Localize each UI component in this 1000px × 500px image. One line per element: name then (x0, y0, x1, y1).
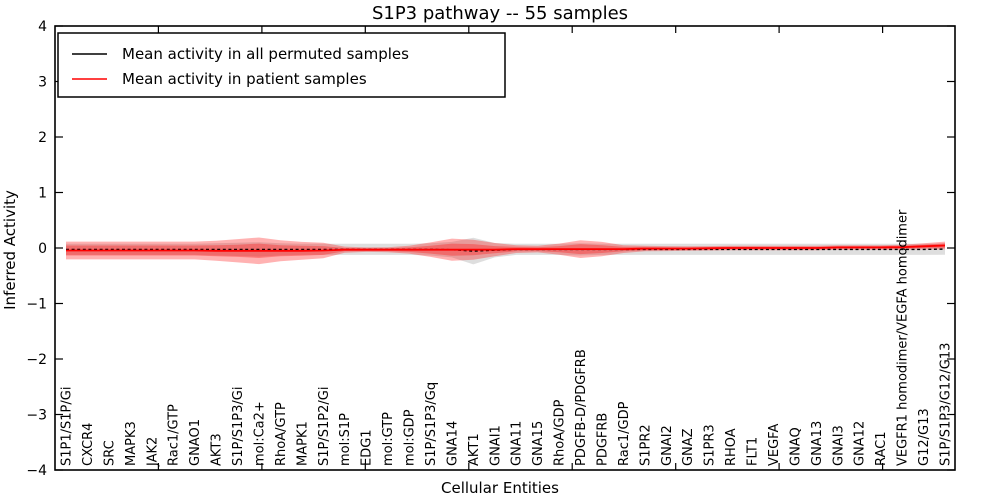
legend-box (57, 32, 506, 98)
x-tick-label: GNAI2 (660, 425, 675, 466)
x-tick-label: mol:GDP (403, 409, 418, 466)
x-tick-label: GNAQ (788, 427, 803, 466)
legend: Mean activity in all permuted samples Me… (57, 32, 506, 98)
x-tick-label: AKT3 (210, 433, 225, 466)
y-tick-label: 2 (38, 130, 47, 146)
x-tick-label: S1PR2 (638, 424, 653, 466)
x-tick-label: mol:Ca2+ (253, 401, 268, 466)
x-tick-label: mol:GTP (381, 412, 396, 466)
x-tick-label: PDGFRB (596, 413, 611, 466)
x-tick-label: S1P1/S1P/Gi (60, 387, 75, 466)
x-tick-label: GNAI3 (831, 425, 846, 466)
x-tick-label: AKT1 (467, 433, 482, 466)
y-tick-label: −2 (26, 352, 47, 368)
permuted-std-band (66, 237, 945, 265)
y-tick-label: 4 (38, 19, 47, 35)
x-tick-label: S1P/S1P3/Gi (231, 387, 246, 466)
x-tick-label: S1PR3 (703, 424, 718, 466)
x-tick-label: VEGFA (767, 424, 782, 466)
x-tick-label: GNAO1 (188, 419, 203, 466)
x-tick-label: mol:S1P (338, 413, 353, 466)
x-tick-label: S1P/S1P3/Gq (424, 382, 439, 466)
y-tick-label: −3 (26, 407, 47, 423)
x-tick-label: G12/G13 (917, 408, 932, 466)
x-tick-label: S1P/S1P3/G12/G13 (939, 343, 954, 466)
x-tick-label: MAPK1 (295, 421, 310, 466)
legend-label-patient-samples: Mean activity in patient samples (122, 70, 367, 88)
chart-title: S1P3 pathway -- 55 samples (372, 3, 628, 24)
x-tick-label: PDGFB-D/PDGFRB (574, 349, 589, 466)
legend-label-permuted-samples: Mean activity in all permuted samples (122, 45, 409, 63)
x-tick-label: FLT1 (746, 437, 761, 466)
x-axis-label: Cellular Entities (441, 479, 559, 497)
x-tick-label: GNAI1 (488, 425, 503, 466)
x-tick-label: RhoA/GTP (274, 402, 289, 466)
confidence-bands (66, 237, 945, 265)
x-tick-label: S1P/S1P2/Gi (317, 387, 332, 466)
x-tick-label: Rac1/GDP (617, 401, 632, 466)
x-tick-label: Rac1/GTP (167, 404, 182, 466)
x-tick-label: CXCR4 (81, 423, 96, 466)
x-tick-label: RHOA (724, 428, 739, 466)
patient-std-outer-band (66, 237, 945, 265)
y-tick-label: 3 (38, 74, 47, 90)
mean-lines (66, 244, 946, 252)
x-tick-label: GNA14 (445, 421, 460, 466)
y-tick-labels: 4 3 2 1 0 −1 −2 −3 −4 (26, 19, 47, 479)
y-tick-label: −4 (26, 463, 47, 479)
axes-frame (54, 25, 956, 471)
x-tick-label: SRC (102, 440, 117, 466)
x-tick-label: RhoA/GDP (553, 399, 568, 466)
patient-std-inner-band (66, 243, 945, 258)
y-tick-label: 0 (38, 241, 47, 257)
y-axis-label: Inferred Activity (1, 190, 19, 310)
x-tick-label: GNAZ (681, 428, 696, 466)
patient-mean-line (66, 244, 946, 252)
x-tick-label: GNA12 (853, 421, 868, 466)
y-tick-label: −1 (26, 296, 47, 312)
x-tick-label: GNA11 (510, 421, 525, 466)
x-tick-label: VEGFR1 homodimer/VEGFA homodimer (896, 209, 911, 466)
x-tick-label: JAK2 (145, 437, 160, 467)
x-tick-label: GNA13 (810, 421, 825, 466)
y-tick-label: 1 (38, 185, 47, 201)
x-tick-label: RAC1 (874, 431, 889, 466)
x-tick-label: GNA15 (531, 421, 546, 466)
x-tick-labels: S1P1/S1P/Gi CXCR4 SRC MAPK3 JAK2 Rac1/GTP GNAO… (60, 209, 954, 467)
x-tick-label: EDG1 (360, 429, 375, 466)
x-tick-label: MAPK3 (124, 421, 139, 466)
